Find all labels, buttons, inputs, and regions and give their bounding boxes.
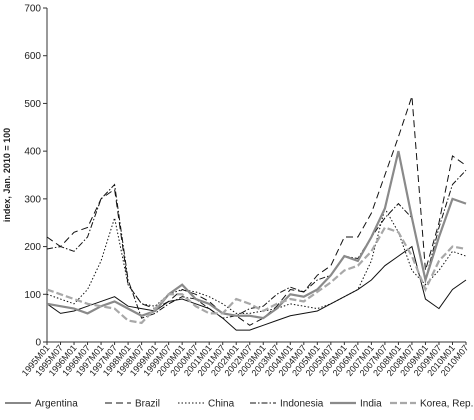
- y-tick-label: 300: [24, 194, 41, 205]
- series-line: [46, 226, 467, 325]
- series-line: [46, 150, 467, 320]
- y-tick-label: 600: [24, 51, 41, 62]
- y-tick-label: 0: [35, 338, 41, 349]
- y-axis-label: index, Jan. 2010 = 100: [2, 128, 12, 222]
- y-tick-label: 200: [24, 242, 41, 253]
- series-line: [46, 207, 467, 314]
- legend-label: China: [208, 399, 235, 410]
- series-line: [46, 245, 467, 331]
- legend-label: Argentina: [35, 399, 78, 410]
- y-tick-label: 400: [24, 147, 41, 158]
- legend-label: Indonesia: [280, 399, 324, 410]
- legend-label: Korea, Rep.: [420, 399, 473, 410]
- legend-label: India: [360, 399, 382, 410]
- y-tick-label: 500: [24, 99, 41, 110]
- series-line: [46, 96, 467, 326]
- y-tick-label: 100: [24, 290, 41, 301]
- y-tick-label: 700: [24, 4, 41, 15]
- legend-label: Brazil: [135, 399, 160, 410]
